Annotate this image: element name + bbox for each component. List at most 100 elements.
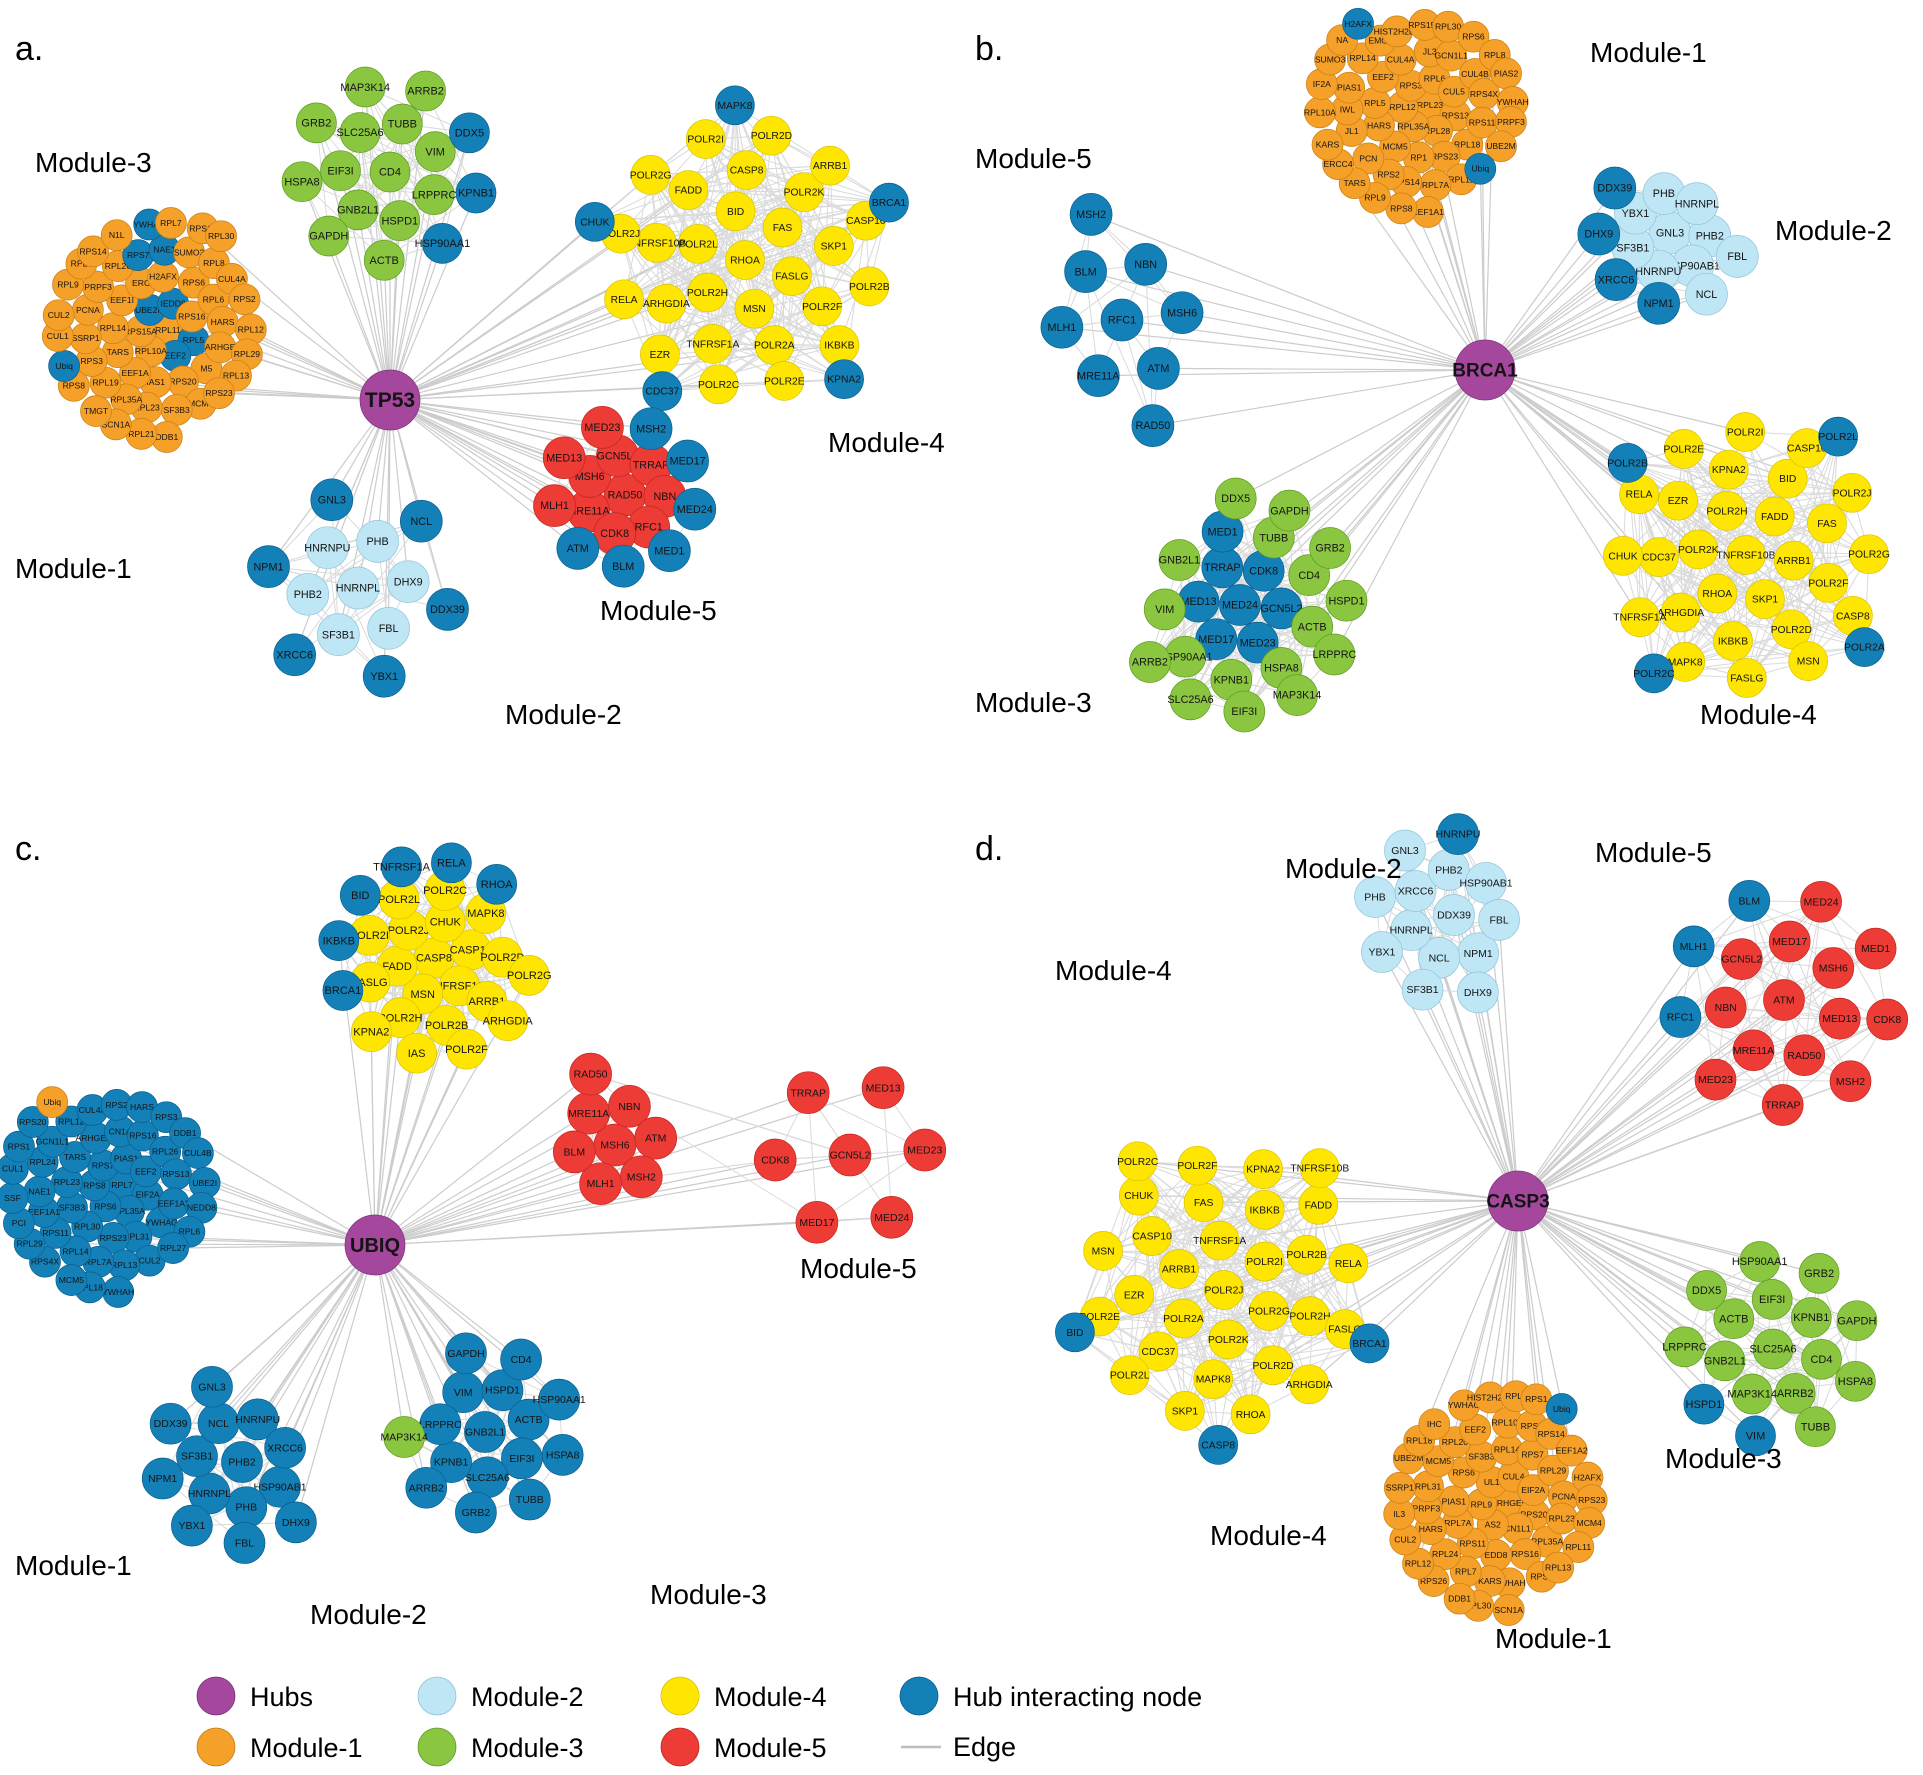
svg-text:TRRAP: TRRAP: [633, 459, 670, 471]
svg-text:CDK8: CDK8: [761, 1155, 789, 1167]
svg-text:PHB2: PHB2: [1435, 865, 1463, 877]
svg-text:GRB2: GRB2: [462, 1507, 491, 1519]
svg-text:KARS: KARS: [1478, 1576, 1502, 1586]
svg-text:GAPDH: GAPDH: [1270, 505, 1308, 517]
svg-text:MAPK8: MAPK8: [1668, 657, 1703, 668]
svg-text:BLM: BLM: [612, 561, 634, 573]
svg-text:CDC37: CDC37: [645, 387, 679, 398]
svg-text:DHX9: DHX9: [1584, 229, 1613, 241]
svg-text:NPM1: NPM1: [254, 561, 284, 573]
svg-text:CASP8: CASP8: [1836, 611, 1870, 622]
svg-text:GNB2L1: GNB2L1: [465, 1427, 505, 1439]
svg-text:IKBKB: IKBKB: [1718, 637, 1748, 648]
svg-text:RPL14: RPL14: [100, 323, 126, 333]
svg-text:MED23: MED23: [1240, 637, 1276, 649]
svg-text:GNB2L1: GNB2L1: [1159, 555, 1200, 567]
svg-text:MSH6: MSH6: [1819, 963, 1848, 975]
svg-text:MSH6: MSH6: [600, 1140, 629, 1152]
svg-text:RPS6: RPS6: [183, 278, 206, 288]
svg-text:Module-3: Module-3: [471, 1733, 584, 1763]
svg-text:PCNA: PCNA: [76, 305, 100, 315]
svg-text:RPS20: RPS20: [169, 376, 196, 386]
svg-text:c.: c.: [15, 830, 41, 868]
svg-text:PHB2: PHB2: [294, 589, 322, 601]
svg-text:Module-1: Module-1: [15, 553, 132, 584]
svg-text:HSP90AA1: HSP90AA1: [1732, 1256, 1788, 1268]
svg-text:RPL19: RPL19: [92, 378, 118, 388]
svg-text:HNRNPL: HNRNPL: [336, 583, 380, 595]
svg-text:ARHGDIA: ARHGDIA: [1286, 1380, 1333, 1391]
svg-text:POLR2B: POLR2B: [849, 282, 890, 293]
svg-text:RHOA: RHOA: [1702, 589, 1732, 600]
svg-text:HSPA8: HSPA8: [546, 1450, 580, 1462]
svg-text:CD4: CD4: [1810, 1354, 1832, 1366]
svg-text:PCN: PCN: [1359, 153, 1377, 163]
svg-text:YBX1: YBX1: [1622, 208, 1650, 220]
svg-text:VIM: VIM: [425, 146, 445, 158]
svg-text:LRPPRC: LRPPRC: [1312, 649, 1356, 661]
svg-text:RPL11: RPL11: [155, 325, 181, 335]
svg-text:MCM5: MCM5: [59, 1275, 85, 1285]
svg-text:GCN1L1: GCN1L1: [1434, 51, 1468, 61]
svg-text:NBN: NBN: [618, 1101, 640, 1113]
svg-text:CDC37: CDC37: [1642, 553, 1676, 564]
svg-text:BLM: BLM: [1739, 896, 1761, 908]
svg-text:RPL5: RPL5: [183, 335, 205, 345]
svg-text:d.: d.: [975, 830, 1003, 868]
svg-text:RPL29: RPL29: [1540, 1466, 1566, 1476]
svg-text:POLR2G: POLR2G: [507, 970, 552, 982]
svg-text:ACTB: ACTB: [1298, 621, 1327, 633]
svg-text:RPS8: RPS8: [1390, 203, 1413, 213]
svg-text:MCM5: MCM5: [1426, 1456, 1452, 1466]
svg-text:Hub interacting node: Hub interacting node: [953, 1682, 1202, 1712]
svg-text:MED13: MED13: [1180, 596, 1216, 608]
svg-text:RPL9: RPL9: [1364, 193, 1386, 203]
svg-text:RPS3: RPS3: [80, 356, 103, 366]
svg-text:SLC25A6: SLC25A6: [1749, 1344, 1796, 1356]
svg-text:CHUK: CHUK: [1608, 551, 1637, 562]
svg-text:PHB: PHB: [366, 536, 388, 548]
svg-text:GRB2: GRB2: [1315, 543, 1344, 555]
svg-text:CUL2: CUL2: [48, 310, 70, 320]
svg-text:RPL10A: RPL10A: [1304, 107, 1336, 117]
svg-text:POLR2C: POLR2C: [698, 380, 740, 391]
svg-text:MRE11A: MRE11A: [1077, 370, 1120, 382]
svg-text:RPL23: RPL23: [1417, 100, 1443, 110]
svg-text:RPL12: RPL12: [1405, 1559, 1431, 1569]
svg-text:VIM: VIM: [1746, 1431, 1766, 1443]
svg-text:HSP90AA1: HSP90AA1: [415, 238, 471, 250]
svg-text:GRB2: GRB2: [301, 118, 331, 130]
svg-text:FAS: FAS: [1817, 519, 1837, 530]
svg-text:NEDD8: NEDD8: [187, 1203, 216, 1213]
svg-text:RPL9: RPL9: [57, 280, 79, 290]
svg-text:CDK8: CDK8: [1249, 566, 1278, 578]
svg-text:MSN: MSN: [743, 304, 766, 315]
svg-text:MED13: MED13: [546, 453, 582, 465]
svg-text:RP1: RP1: [1410, 152, 1427, 162]
svg-text:CD4: CD4: [1298, 570, 1320, 582]
svg-text:MSN: MSN: [410, 989, 435, 1001]
svg-text:PRPF3: PRPF3: [1413, 1504, 1441, 1514]
svg-text:RPL14: RPL14: [1350, 53, 1376, 63]
svg-text:RPS2: RPS2: [1377, 170, 1400, 180]
svg-text:H2AFX: H2AFX: [149, 272, 177, 282]
svg-text:RPL8: RPL8: [203, 258, 225, 268]
svg-text:DDX5: DDX5: [1692, 1285, 1721, 1297]
svg-text:IF2A: IF2A: [1313, 79, 1331, 89]
svg-text:MLH1: MLH1: [1680, 941, 1708, 953]
svg-text:POLR2D: POLR2D: [751, 131, 792, 142]
svg-text:ARRB2: ARRB2: [1132, 657, 1168, 669]
svg-text:MSH6: MSH6: [1167, 307, 1197, 319]
svg-text:RAD50: RAD50: [1787, 1050, 1821, 1062]
svg-text:POLR2J: POLR2J: [1833, 488, 1872, 499]
svg-text:ACTB: ACTB: [515, 1414, 543, 1426]
svg-text:RPS2: RPS2: [233, 294, 256, 304]
svg-text:CASP3: CASP3: [1486, 1192, 1549, 1213]
svg-text:HNRNPU: HNRNPU: [1436, 829, 1481, 841]
svg-text:RPS1: RPS1: [1525, 1394, 1548, 1404]
svg-text:MLH1: MLH1: [540, 500, 569, 512]
svg-text:MED1: MED1: [1208, 526, 1238, 538]
svg-text:CDC37: CDC37: [1142, 1347, 1176, 1358]
svg-text:PHB2: PHB2: [228, 1457, 256, 1469]
svg-text:XRCC6: XRCC6: [1598, 274, 1635, 286]
